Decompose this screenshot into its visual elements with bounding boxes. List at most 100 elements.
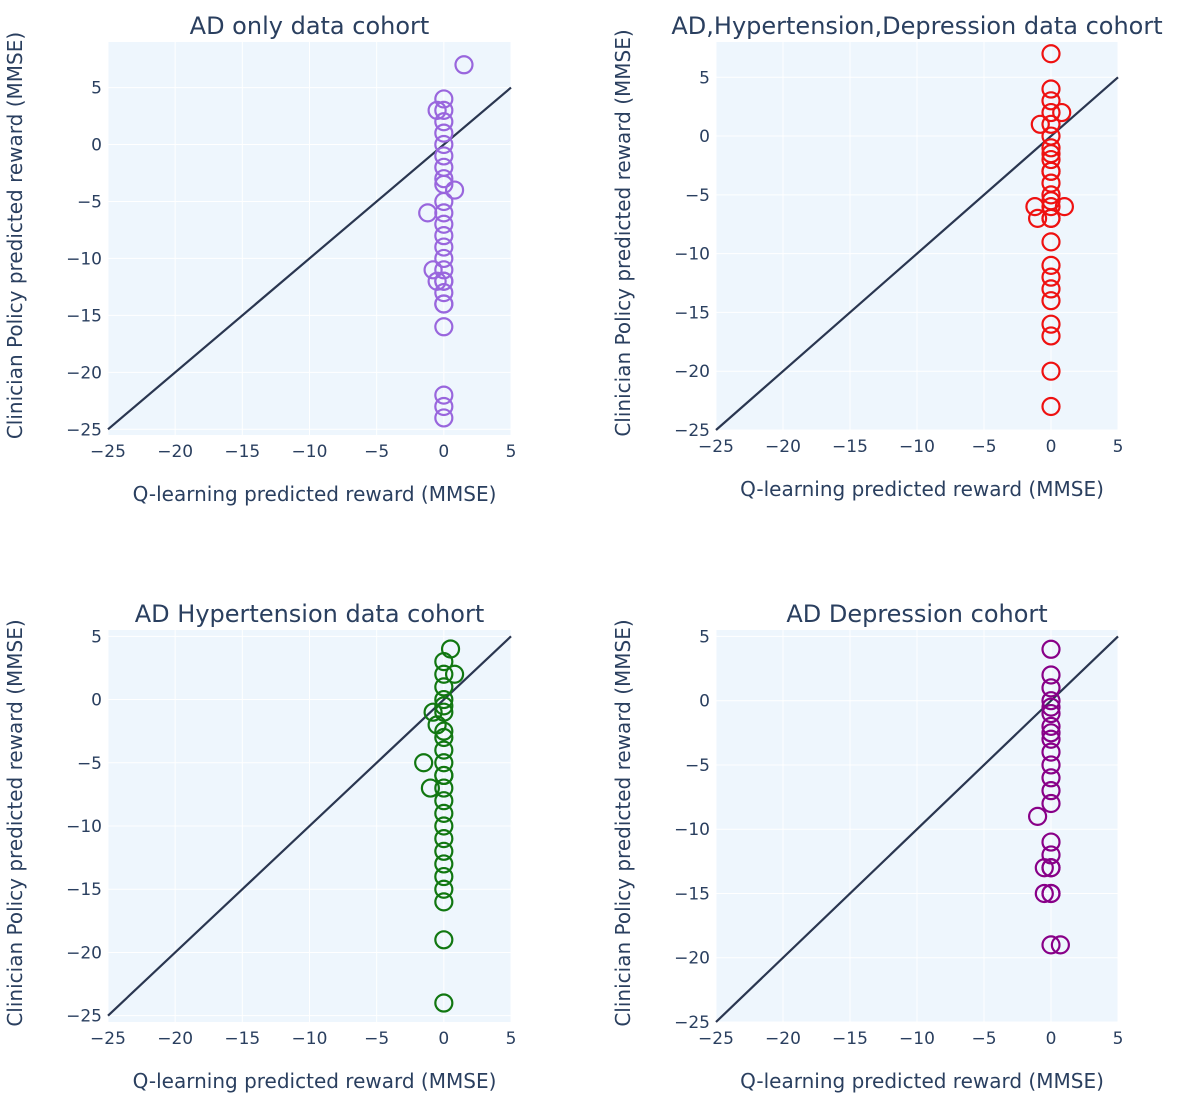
x-tick-label: −15 [224, 442, 260, 462]
y-tick-label: −5 [77, 192, 102, 212]
diagonal-line [715, 76, 1119, 431]
x-tick-label: −5 [364, 442, 389, 462]
x-tick-label: 0 [438, 442, 449, 462]
data-point [1034, 883, 1054, 904]
y-tick-label: −10 [66, 817, 102, 837]
subplot-2: −25 −20 −15 −10 −5 0 5 −25 −20 −15 −10 −5 0 5 AD,Hyper… [611, 12, 1163, 501]
x-tick-label: −10 [899, 1029, 935, 1049]
data-point [434, 317, 454, 337]
y-tick-label: −5 [685, 756, 710, 776]
data-point [434, 134, 454, 155]
data-point [1052, 102, 1072, 123]
y-tick-label: 0 [91, 691, 102, 711]
subplot-4: −25 −20 −15 −10 −5 0 5 −25 −20 −15 −10 −5 0 5 AD Depre… [611, 600, 1123, 1093]
data-point [1041, 185, 1061, 205]
y-tick-label: −15 [674, 303, 710, 323]
y-axis-title: Clinician Policy predicted reward (MMSE) [611, 619, 635, 1026]
data-point [1041, 149, 1061, 170]
x-tick-label: −15 [832, 1029, 868, 1049]
chart-title: AD,Hypertension,Depression data cohort [671, 12, 1162, 40]
x-tick-label: 0 [1046, 1029, 1057, 1049]
y-tick-label: 0 [699, 127, 710, 147]
data-point [1041, 703, 1061, 724]
data-point [1041, 858, 1061, 878]
data-point [1041, 314, 1061, 334]
data-point [1034, 858, 1054, 878]
data-point [434, 892, 454, 912]
data-point [434, 778, 454, 798]
data-point [1025, 197, 1045, 217]
y-tick-label: −25 [66, 1007, 102, 1027]
data-point [1041, 267, 1061, 287]
data-point [423, 702, 443, 722]
data-point [434, 803, 454, 823]
y-tick-label: −15 [66, 306, 102, 326]
y-tick-label: −15 [66, 880, 102, 900]
y-tick-label: 5 [91, 627, 102, 647]
x-tick-label: −5 [971, 437, 996, 457]
y-tick-label: −5 [77, 754, 102, 774]
x-tick-label: 5 [1113, 1029, 1124, 1049]
data-point [434, 791, 454, 811]
data-point [434, 664, 454, 684]
data-point [434, 214, 454, 234]
data-point [1041, 255, 1061, 275]
data-point [434, 816, 454, 836]
x-tick-label: −10 [899, 437, 935, 457]
data-point [1041, 755, 1061, 775]
x-tick-label: −25 [698, 437, 734, 457]
x-tick-label: −20 [765, 437, 801, 457]
x-tick-label: −15 [832, 437, 868, 457]
data-point [434, 191, 454, 212]
x-tick-label: 5 [1113, 437, 1124, 457]
data-point [1041, 729, 1061, 749]
data-point [444, 664, 465, 684]
data-point [434, 396, 454, 417]
chart-title: AD Hypertension data cohort [135, 600, 484, 628]
data-point [1041, 935, 1061, 955]
data-point [434, 765, 454, 786]
x-tick-label: −25 [698, 1029, 734, 1049]
x-axis-title: Q-learning predicted reward (MMSE) [133, 482, 497, 506]
data-point [434, 879, 454, 899]
y-tick-label: −10 [674, 820, 710, 840]
x-axis-title: Q-learning predicted reward (MMSE) [740, 1069, 1104, 1093]
data-point [1030, 114, 1050, 134]
y-tick-label: −20 [674, 362, 710, 382]
subplot-3: −25 −20 −15 −10 −5 0 5 −25 −20 −15 −10 −5 0 5 AD Hyper… [3, 600, 516, 1093]
data-point [1041, 665, 1061, 685]
data-point [434, 260, 454, 280]
y-axis-title: Clinician Policy predicted reward (MMSE) [3, 32, 27, 439]
y-tick-label: −5 [685, 186, 710, 206]
y-axis-title: Clinician Policy predicted reward (MMSE) [611, 29, 635, 436]
y-tick-label: −15 [674, 884, 710, 904]
x-tick-label: −20 [765, 1029, 801, 1049]
data-point [1041, 44, 1061, 64]
chart-title: AD Depression cohort [786, 600, 1047, 628]
data-point [434, 237, 454, 257]
y-axis-title: Clinician Policy predicted reward (MMSE) [3, 619, 27, 1026]
data-point [1050, 935, 1070, 955]
x-tick-label: −15 [224, 1029, 260, 1049]
data-point [1041, 793, 1061, 814]
y-tick-label: 0 [699, 692, 710, 712]
x-tick-label: −10 [292, 1029, 328, 1049]
data-point [434, 677, 454, 697]
data-point [1041, 279, 1061, 299]
data-point [434, 753, 454, 773]
y-tick-label: −20 [66, 363, 102, 383]
data-point [427, 271, 447, 291]
y-tick-label: −25 [66, 420, 102, 440]
data-point [434, 696, 454, 716]
data-point [420, 778, 440, 798]
y-tick-label: −10 [66, 249, 102, 269]
x-tick-label: −5 [364, 1029, 389, 1049]
y-tick-label: 5 [91, 79, 102, 99]
data-point [434, 294, 454, 314]
x-axis-title: Q-learning predicted reward (MMSE) [740, 477, 1104, 501]
data-point [434, 993, 454, 1013]
data-point [1041, 326, 1061, 346]
data-point [434, 652, 454, 672]
data-point [1041, 697, 1061, 717]
